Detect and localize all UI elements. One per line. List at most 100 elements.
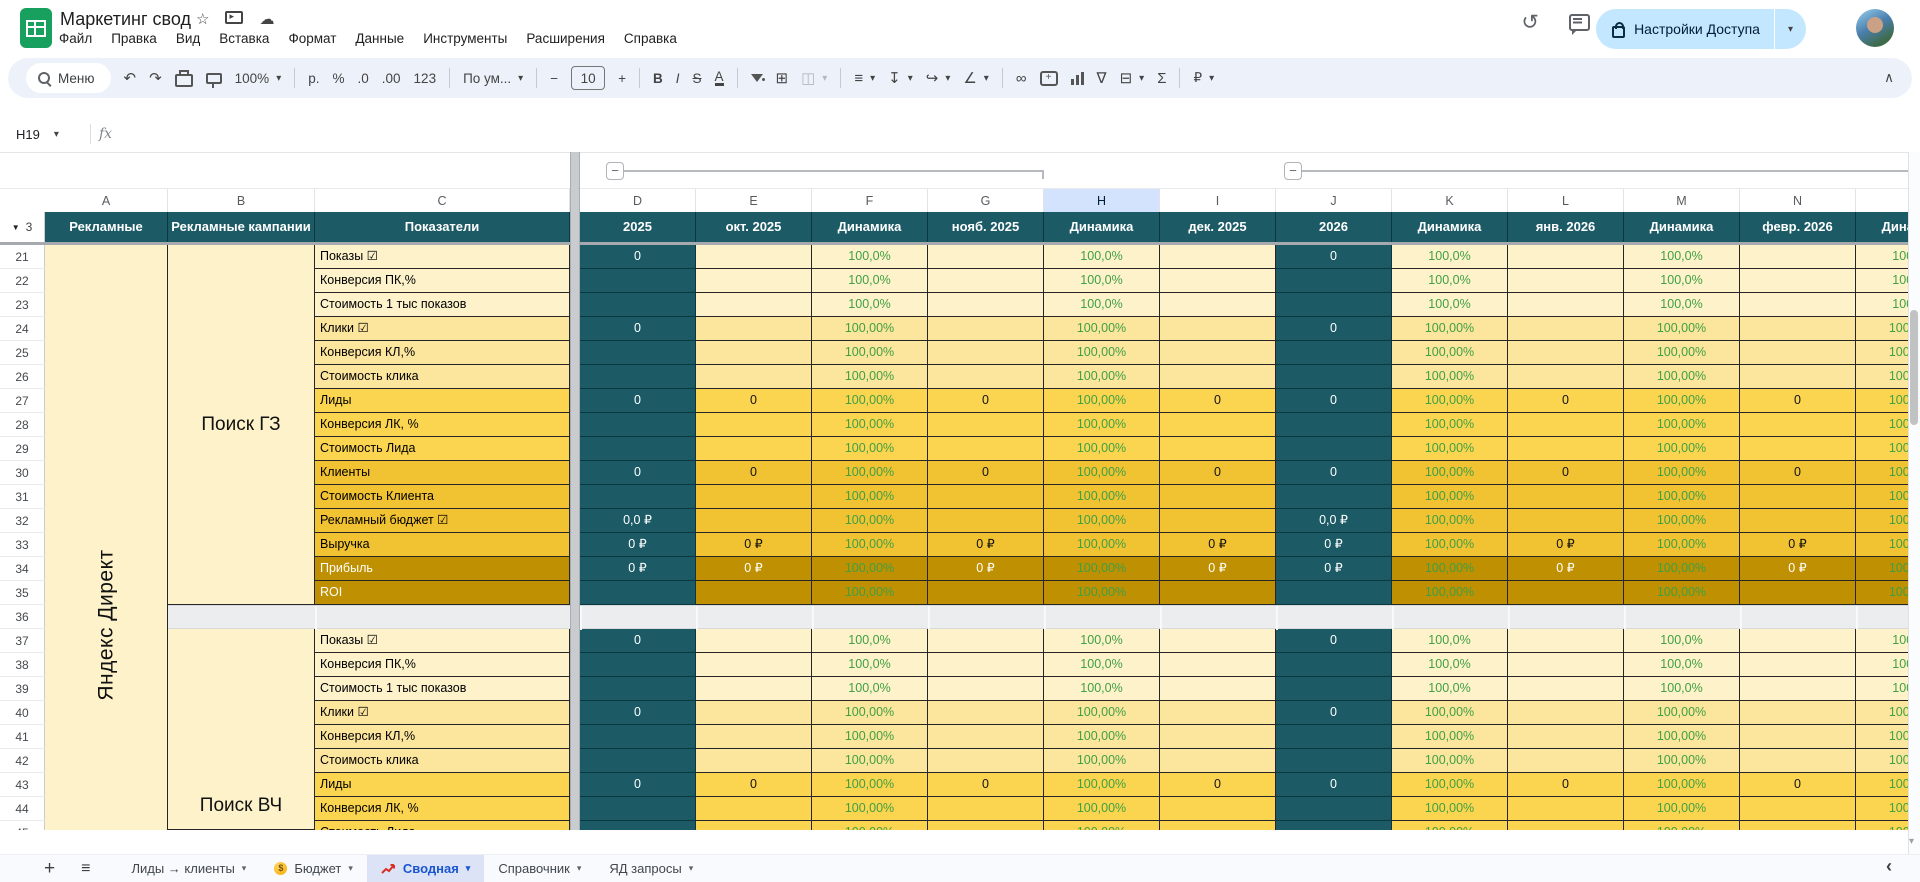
cell-D41[interactable] — [580, 725, 696, 749]
cell-D31[interactable] — [580, 485, 696, 509]
cell-M42[interactable]: 100,00% — [1624, 749, 1740, 773]
menu-edit[interactable]: Правка — [111, 31, 157, 46]
cell-E27[interactable]: 0 — [696, 389, 812, 413]
cell-E30[interactable]: 0 — [696, 461, 812, 485]
row-number-37[interactable]: 37 — [0, 629, 45, 653]
cell-M35[interactable]: 100,00% — [1624, 581, 1740, 605]
cell-F32[interactable]: 100,00% — [812, 509, 928, 533]
cell-C25[interactable]: Конверсия КЛ,% — [315, 341, 570, 365]
cell-C21[interactable]: Показы ☑ — [315, 245, 570, 269]
cell-K30[interactable]: 100,00% — [1392, 461, 1508, 485]
cell-H31[interactable]: 100,00% — [1044, 485, 1160, 509]
cell-O31[interactable]: 100,00% — [1856, 485, 1908, 509]
cell-G45[interactable] — [928, 821, 1044, 830]
cell-C30[interactable]: Клиенты — [315, 461, 570, 485]
cell-O26[interactable]: 100,00% — [1856, 365, 1908, 389]
cell-E23[interactable] — [696, 293, 812, 317]
cell-L44[interactable] — [1508, 797, 1624, 821]
scroll-down-arrow[interactable]: ▾ — [1909, 836, 1915, 847]
sheet-tab-dropdown-icon[interactable]: ▾ — [241, 863, 247, 873]
column-letter-G[interactable]: G — [928, 189, 1044, 213]
cell-H45[interactable]: 100,00% — [1044, 821, 1160, 830]
cell-K37[interactable]: 100,0% — [1392, 629, 1508, 653]
row-number-22[interactable]: 22 — [0, 269, 45, 293]
cell-F41[interactable]: 100,00% — [812, 725, 928, 749]
cell-D27[interactable]: 0 — [580, 389, 696, 413]
cell-C41[interactable]: Конверсия КЛ,% — [315, 725, 570, 749]
cell-O33[interactable]: 100,00% — [1856, 533, 1908, 557]
row-header-3[interactable]: ▼ 3 — [0, 212, 45, 242]
cell-E42[interactable] — [696, 749, 812, 773]
cell-E28[interactable] — [696, 413, 812, 437]
cell-M40[interactable]: 100,00% — [1624, 701, 1740, 725]
header-cell-I[interactable]: дек. 2025 — [1160, 212, 1276, 242]
cell-M24[interactable]: 100,00% — [1624, 317, 1740, 341]
cell-K23[interactable]: 100,0% — [1392, 293, 1508, 317]
cell-G41[interactable] — [928, 725, 1044, 749]
cell-N23[interactable] — [1740, 293, 1856, 317]
cell-F22[interactable]: 100,0% — [812, 269, 928, 293]
cell-I42[interactable] — [1160, 749, 1276, 773]
cell-L45[interactable] — [1508, 821, 1624, 830]
cell-D32[interactable]: 0,0 ₽ — [580, 509, 696, 533]
cell-H35[interactable]: 100,00% — [1044, 581, 1160, 605]
cell-L34[interactable]: 0 ₽ — [1508, 557, 1624, 581]
cell-O22[interactable]: 100,0% — [1856, 269, 1908, 293]
show-side-panel-button[interactable]: ‹ — [1886, 856, 1892, 876]
cell-E34[interactable]: 0 ₽ — [696, 557, 812, 581]
hide-menus-button[interactable]: ∧ — [1884, 70, 1894, 85]
cell-F35[interactable]: 100,00% — [812, 581, 928, 605]
cell-H24[interactable]: 100,00% — [1044, 317, 1160, 341]
cell-F21[interactable]: 100,0% — [812, 245, 928, 269]
cell-K43[interactable]: 100,00% — [1392, 773, 1508, 797]
redo-button[interactable]: ↷ — [149, 69, 162, 87]
menu-insert[interactable]: Вставка — [219, 31, 270, 46]
cell-E38[interactable] — [696, 653, 812, 677]
cell-J44[interactable] — [1276, 797, 1392, 821]
row-number-26[interactable]: 26 — [0, 365, 45, 389]
cell-L28[interactable] — [1508, 413, 1624, 437]
cell-K29[interactable]: 100,00% — [1392, 437, 1508, 461]
cell-O45[interactable]: 100,00% — [1856, 821, 1908, 830]
cell-E33[interactable]: 0 ₽ — [696, 533, 812, 557]
header-cell-M[interactable]: Динамика — [1624, 212, 1740, 242]
cell-M26[interactable]: 100,00% — [1624, 365, 1740, 389]
cell-D42[interactable] — [580, 749, 696, 773]
cell-N28[interactable] — [1740, 413, 1856, 437]
column-letter-L[interactable]: L — [1508, 189, 1624, 213]
vertical-scrollbar[interactable] — [1908, 152, 1920, 854]
cell-D35[interactable] — [580, 581, 696, 605]
cell-H27[interactable]: 100,00% — [1044, 389, 1160, 413]
cell-J22[interactable] — [1276, 269, 1392, 293]
cell-O41[interactable]: 100,00% — [1856, 725, 1908, 749]
cell-M29[interactable]: 100,00% — [1624, 437, 1740, 461]
cell-I27[interactable]: 0 — [1160, 389, 1276, 413]
cell-D33[interactable]: 0 ₽ — [580, 533, 696, 557]
cell-D29[interactable] — [580, 437, 696, 461]
cell-H21[interactable]: 100,0% — [1044, 245, 1160, 269]
cell-M27[interactable]: 100,00% — [1624, 389, 1740, 413]
cell-N35[interactable] — [1740, 581, 1856, 605]
cell-K25[interactable]: 100,00% — [1392, 341, 1508, 365]
cell-G30[interactable]: 0 — [928, 461, 1044, 485]
filter-views-button[interactable]: ⊟ ▾ — [1119, 69, 1145, 87]
cell-E35[interactable] — [696, 581, 812, 605]
cell-C44[interactable]: Конверсия ЛК, % — [315, 797, 570, 821]
cell-E40[interactable] — [696, 701, 812, 725]
cell-J28[interactable] — [1276, 413, 1392, 437]
menu-help[interactable]: Справка — [623, 31, 677, 46]
header-cell-N[interactable]: февр. 2026 — [1740, 212, 1856, 242]
cell-J45[interactable] — [1276, 821, 1392, 830]
cell-O24[interactable]: 100,00% — [1856, 317, 1908, 341]
cell-I38[interactable] — [1160, 653, 1276, 677]
cell-G35[interactable] — [928, 581, 1044, 605]
version-history-icon[interactable]: ↺ — [1521, 11, 1539, 34]
cell-J37[interactable]: 0 — [1276, 629, 1392, 653]
row-number-25[interactable]: 25 — [0, 341, 45, 365]
cell-H39[interactable]: 100,0% — [1044, 677, 1160, 701]
cell-G22[interactable] — [928, 269, 1044, 293]
cell-M43[interactable]: 100,00% — [1624, 773, 1740, 797]
column-group-collapse-button-1[interactable]: − — [606, 162, 624, 180]
cell-I26[interactable] — [1160, 365, 1276, 389]
cell-O23[interactable]: 100,0% — [1856, 293, 1908, 317]
